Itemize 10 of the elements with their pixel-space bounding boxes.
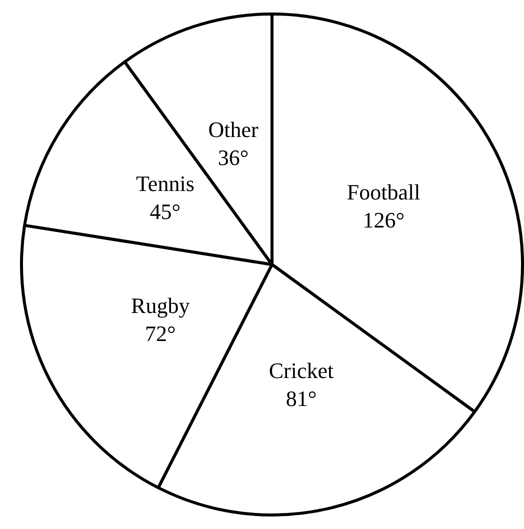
data-label: 126° bbox=[362, 207, 405, 232]
data-label: 36° bbox=[218, 145, 249, 170]
data-label: 45° bbox=[150, 198, 181, 224]
slice-label: Other bbox=[208, 117, 260, 142]
data-label: 81° bbox=[286, 386, 317, 412]
data-label: 72° bbox=[144, 321, 176, 346]
slice-label: Rugby bbox=[131, 293, 190, 318]
slice-label: Cricket bbox=[268, 358, 334, 384]
slice-label: Tennis bbox=[136, 170, 194, 196]
slice-label: Football bbox=[346, 179, 420, 204]
